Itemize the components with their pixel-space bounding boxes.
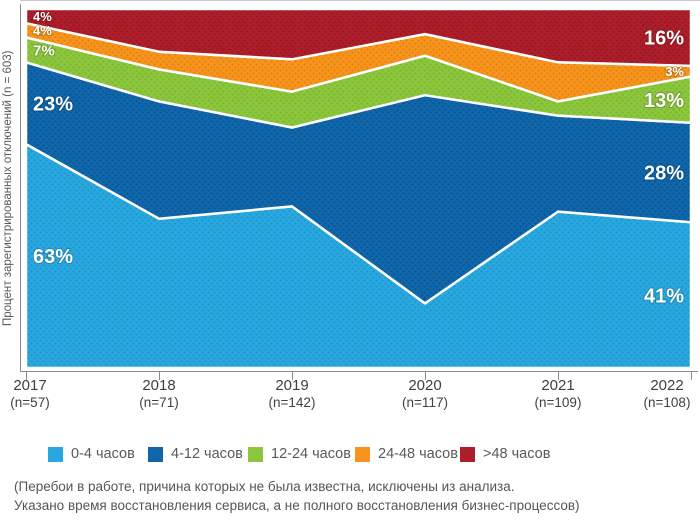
value-label: 16% [644, 28, 684, 50]
value-label: 13% [644, 90, 684, 112]
x-tick-sample-size: (n=142) [268, 395, 316, 410]
legend-swatch-icon [460, 446, 475, 462]
value-label: 4% [33, 9, 52, 24]
x-tick-sample-size: (n=71) [139, 395, 179, 410]
legend-item-1: 4-12 часов [148, 446, 248, 462]
x-tick-sample-size: (n=117) [402, 395, 448, 410]
x-tick-sample-size: (n=108) [643, 395, 691, 410]
legend-swatch-icon [148, 446, 163, 462]
value-label: 28% [644, 163, 684, 185]
stacked-area-chart: 63% 23% 7% 4%4% 41% 28% 13% 3% 16% [20, 0, 700, 380]
x-tick-year: 2019 [275, 377, 309, 394]
value-label: 7% [33, 42, 55, 59]
x-tick-label-2021: 2021 (n=109) [510, 377, 606, 411]
legend-swatch-icon [355, 446, 370, 462]
x-tick-year: 2020 [408, 377, 442, 394]
x-tick-label-2017: 2017 (n=57) [0, 377, 78, 411]
x-tick-year: 2022 [650, 377, 684, 394]
legend-item-2: 12-24 часов [248, 446, 355, 462]
legend-label: >48 часов [483, 446, 551, 462]
value-label: 41% [644, 285, 684, 307]
legend-item-0: 0-4 часов [48, 446, 148, 462]
legend-swatch-icon [48, 446, 63, 462]
x-tick-year: 2017 [13, 377, 47, 394]
legend-label: 24-48 часов [378, 446, 458, 462]
x-tick-sample-size: (n=109) [534, 395, 582, 410]
legend-item-4: >48 часов [460, 446, 550, 462]
x-tick-label-2022: 2022 (n=108) [619, 377, 700, 411]
value-label: 4% [33, 23, 52, 38]
chart-legend: 0-4 часов 4-12 часов 12-24 часов 24-48 часо… [48, 446, 550, 462]
x-tick-sample-size: (n=57) [10, 395, 50, 410]
legend-item-3: 24-48 часов [355, 446, 460, 462]
x-tick-label-2020: 2020 (n=117) [377, 377, 473, 411]
x-tick-label-2019: 2019 (n=142) [244, 377, 340, 411]
x-tick-year: 2018 [142, 377, 176, 394]
legend-label: 0-4 часов [71, 446, 135, 462]
legend-label: 12-24 часов [271, 446, 351, 462]
footnote: (Перебои в работе, причина которых не бы… [14, 478, 580, 515]
value-label: 23% [33, 93, 73, 115]
footnote-line1: (Перебои в работе, причина которых не бы… [14, 479, 515, 494]
value-label: 63% [33, 246, 73, 268]
legend-label: 4-12 часов [171, 446, 243, 462]
value-label: 3% [665, 64, 684, 79]
footnote-line2: Указано время восстановления сервиса, а … [14, 497, 580, 513]
area-series-4 [24, 7, 693, 68]
x-tick-year: 2021 [541, 377, 575, 394]
legend-swatch-icon [248, 446, 263, 462]
x-tick-label-2018: 2018 (n=71) [111, 377, 207, 411]
